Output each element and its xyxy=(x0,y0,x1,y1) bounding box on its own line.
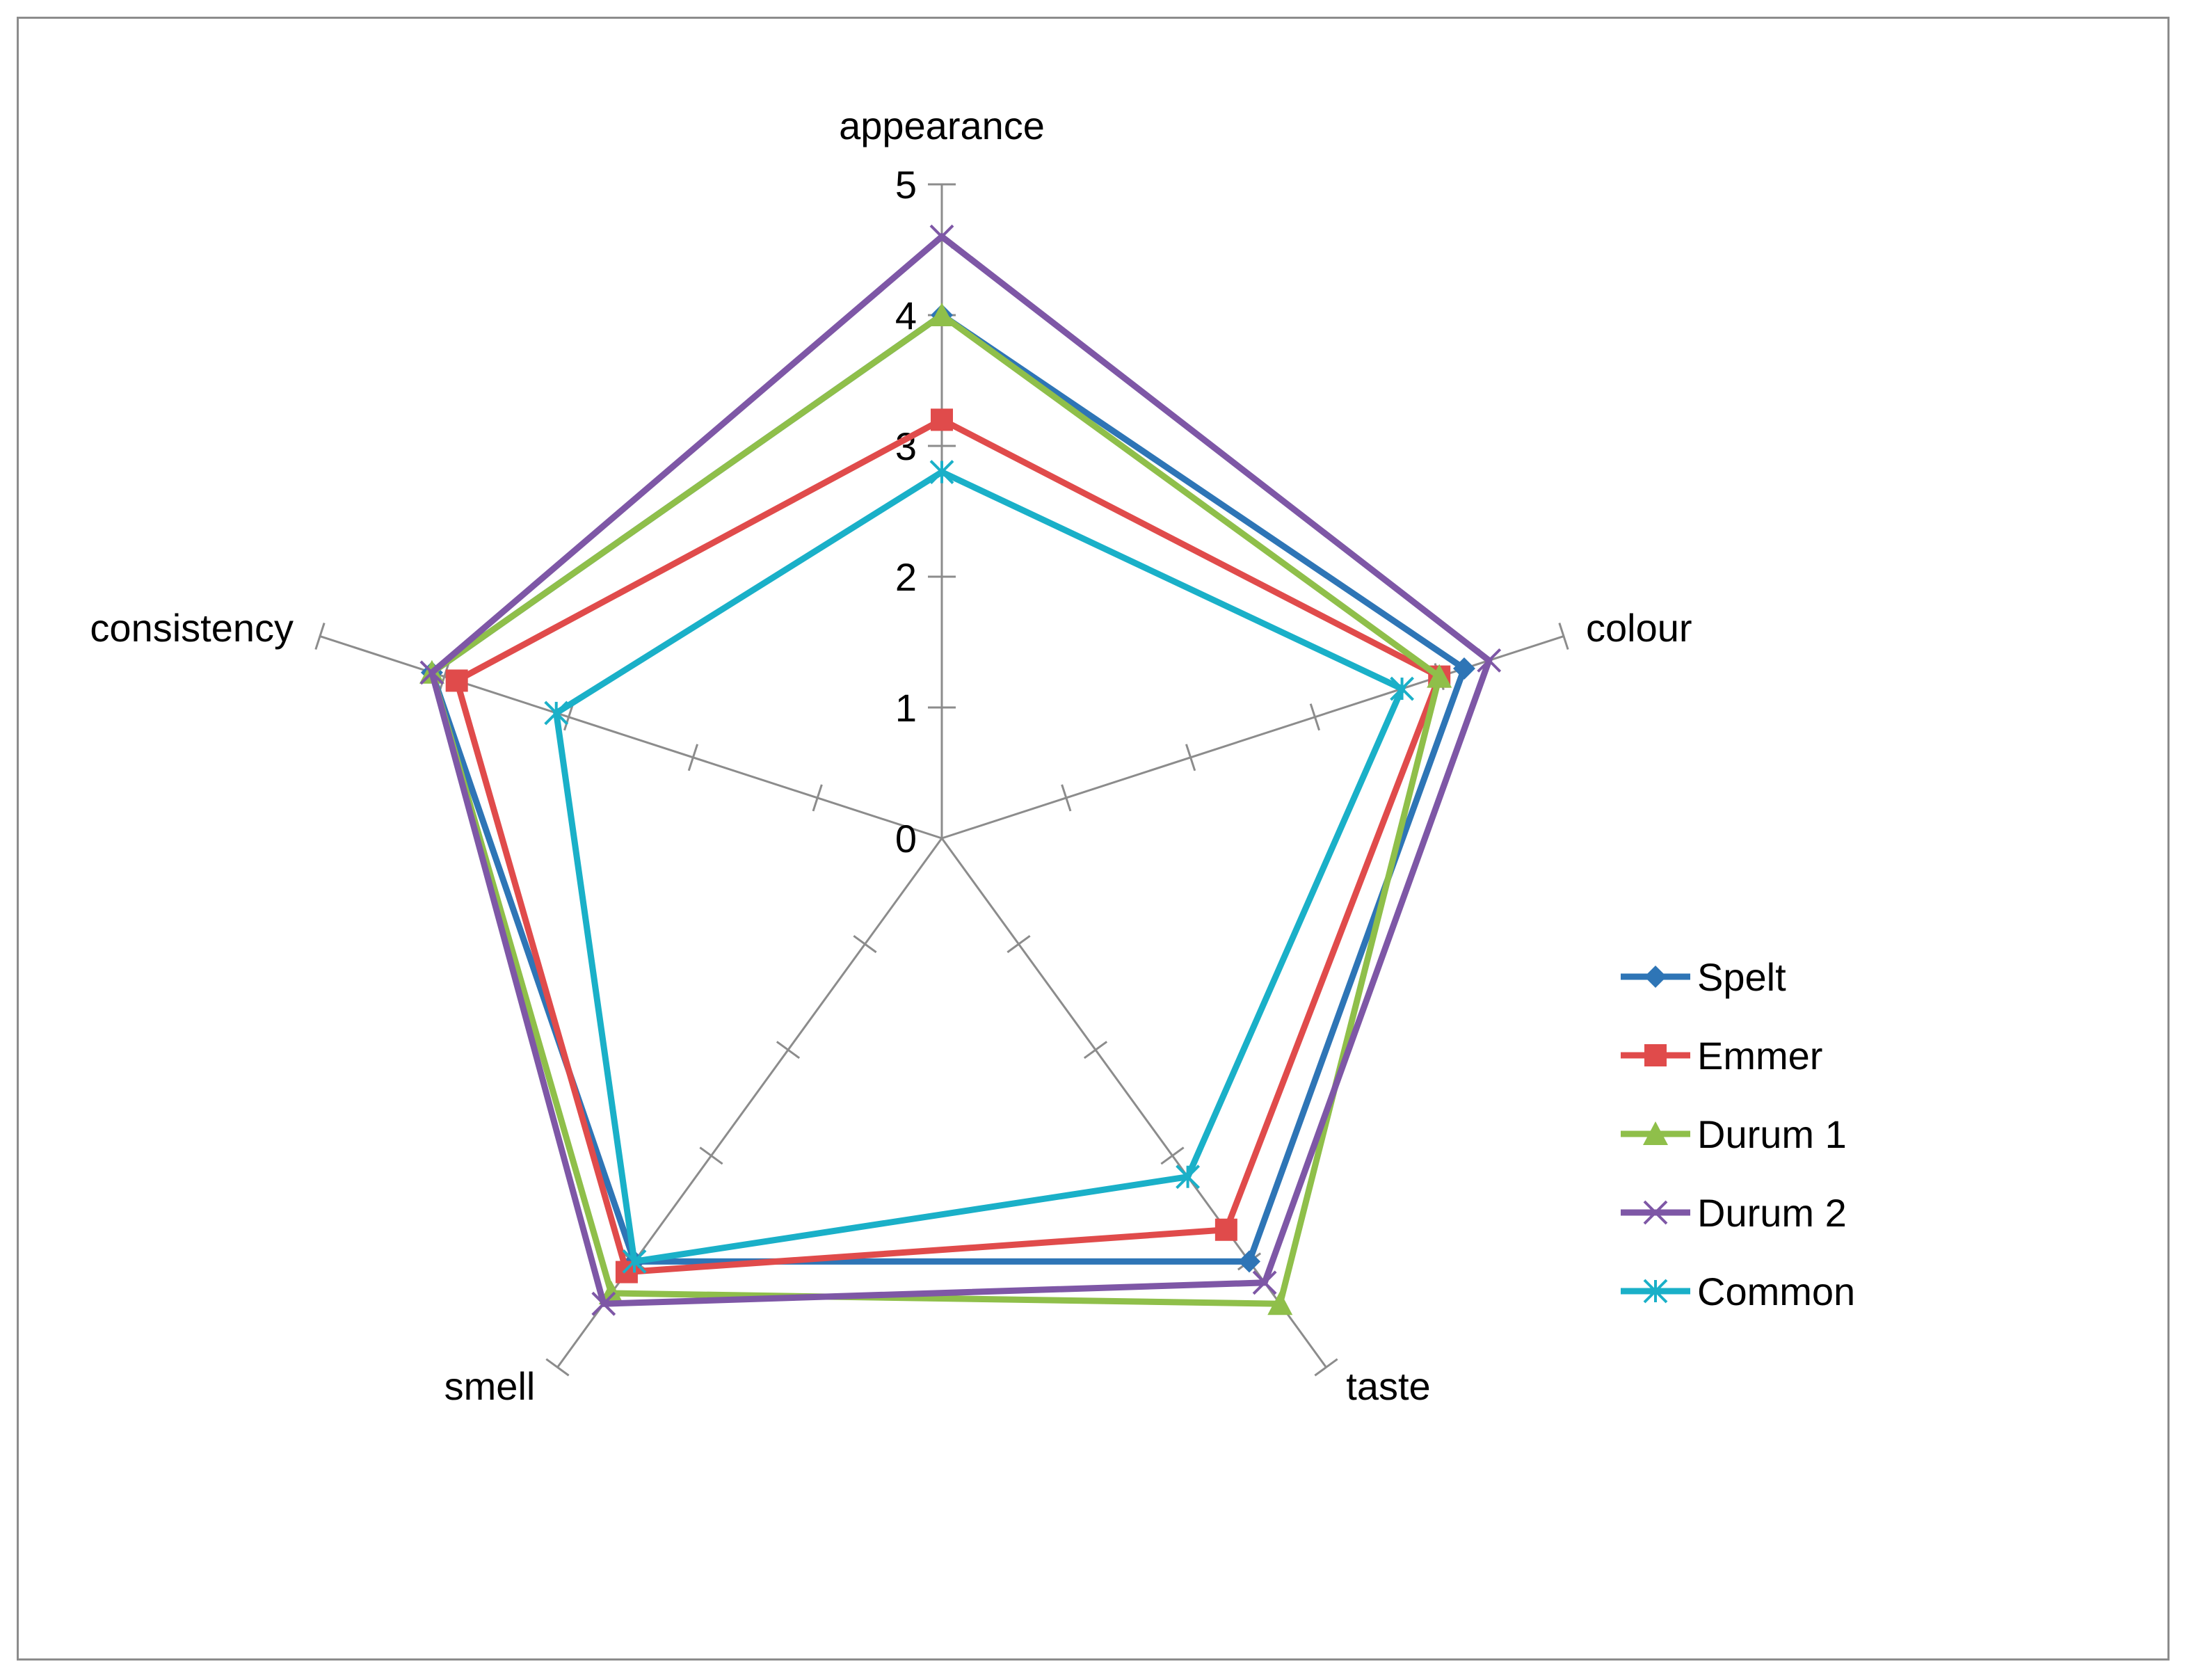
radar-axes xyxy=(314,183,1569,1377)
axis-tick xyxy=(687,744,699,771)
marker-diamond xyxy=(1644,966,1667,988)
axis-label-smell: smell xyxy=(444,1364,536,1408)
marker-x xyxy=(929,224,954,249)
axis-tick xyxy=(1160,1146,1185,1165)
series-durum-2 xyxy=(419,224,1502,1316)
marker-asterisk xyxy=(929,460,954,485)
legend-label: Emmer xyxy=(1697,1034,1822,1078)
marker-x xyxy=(1477,648,1502,673)
marker-triangle xyxy=(929,303,954,326)
axis-label-taste: taste xyxy=(1346,1364,1430,1408)
legend-label: Common xyxy=(1697,1270,1855,1313)
tick-label: 5 xyxy=(895,163,917,207)
axis-tick xyxy=(1061,784,1072,812)
series-line-common xyxy=(552,468,1406,1265)
marker-diamond xyxy=(1238,1250,1261,1273)
axis-tick xyxy=(545,1358,570,1377)
marker-square xyxy=(1214,1218,1237,1241)
axis-tick xyxy=(776,1041,801,1059)
axis-tick xyxy=(853,935,877,954)
series-line-durum-2 xyxy=(428,232,1493,1307)
series-line-emmer xyxy=(453,416,1443,1276)
marker-x xyxy=(419,660,444,685)
legend-item: Durum 2 xyxy=(1621,1191,1847,1235)
axis-tick xyxy=(563,703,575,731)
axis-tick xyxy=(439,663,450,691)
marker-x xyxy=(1252,1270,1277,1295)
marker-asterisk xyxy=(1176,1165,1201,1190)
axis-tick xyxy=(1185,744,1196,771)
axis-tick xyxy=(1083,1041,1108,1059)
marker-square xyxy=(1644,1044,1667,1066)
series-line-durum-1 xyxy=(428,311,1443,1307)
legend-item: Durum 1 xyxy=(1621,1112,1847,1156)
series-line-spelt xyxy=(428,311,1468,1265)
marker-triangle xyxy=(1427,664,1452,688)
legend-item: Spelt xyxy=(1621,955,1786,999)
axis-label-colour: colour xyxy=(1586,606,1692,650)
chart-frame xyxy=(17,17,2170,1661)
marker-asterisk xyxy=(1643,1279,1668,1304)
legend-label: Spelt xyxy=(1697,955,1786,999)
tick-label: 0 xyxy=(895,817,917,861)
legend-item: Common xyxy=(1621,1270,1855,1313)
tick-label: 2 xyxy=(895,555,917,599)
marker-asterisk xyxy=(622,1249,647,1274)
axis-tick xyxy=(812,784,823,812)
axis-label-consistency: consistency xyxy=(90,606,294,650)
axis-tick xyxy=(1007,935,1031,954)
marker-triangle xyxy=(1267,1291,1293,1315)
marker-square xyxy=(931,408,953,431)
series-durum-1 xyxy=(419,303,1452,1315)
legend: Spelt Emmer Durum 1 Durum 2 Common xyxy=(1621,955,1855,1313)
marker-x xyxy=(1643,1200,1668,1225)
marker-x xyxy=(591,1291,616,1316)
tick-label: 4 xyxy=(895,294,917,337)
axis-tick xyxy=(1558,623,1569,650)
legend-label: Durum 2 xyxy=(1697,1191,1847,1235)
marker-asterisk xyxy=(544,701,569,726)
marker-triangle xyxy=(1643,1121,1668,1145)
axis-line-smell xyxy=(556,838,943,1368)
axis-tick xyxy=(1309,703,1321,731)
axis-tick xyxy=(1314,1358,1338,1377)
axis-tick xyxy=(699,1146,723,1165)
axis-label-appearance: appearance xyxy=(839,104,1045,147)
marker-square xyxy=(445,669,468,692)
marker-asterisk xyxy=(1390,676,1414,701)
series-common xyxy=(544,460,1414,1274)
marker-diamond xyxy=(1452,657,1475,680)
series-spelt xyxy=(420,304,1475,1273)
legend-label: Durum 1 xyxy=(1697,1112,1847,1156)
tick-label: 1 xyxy=(895,686,917,730)
legend-item: Emmer xyxy=(1621,1034,1822,1078)
axis-tick xyxy=(314,623,326,650)
axis-labels: appearance colour taste smell consistency xyxy=(90,104,1692,1408)
